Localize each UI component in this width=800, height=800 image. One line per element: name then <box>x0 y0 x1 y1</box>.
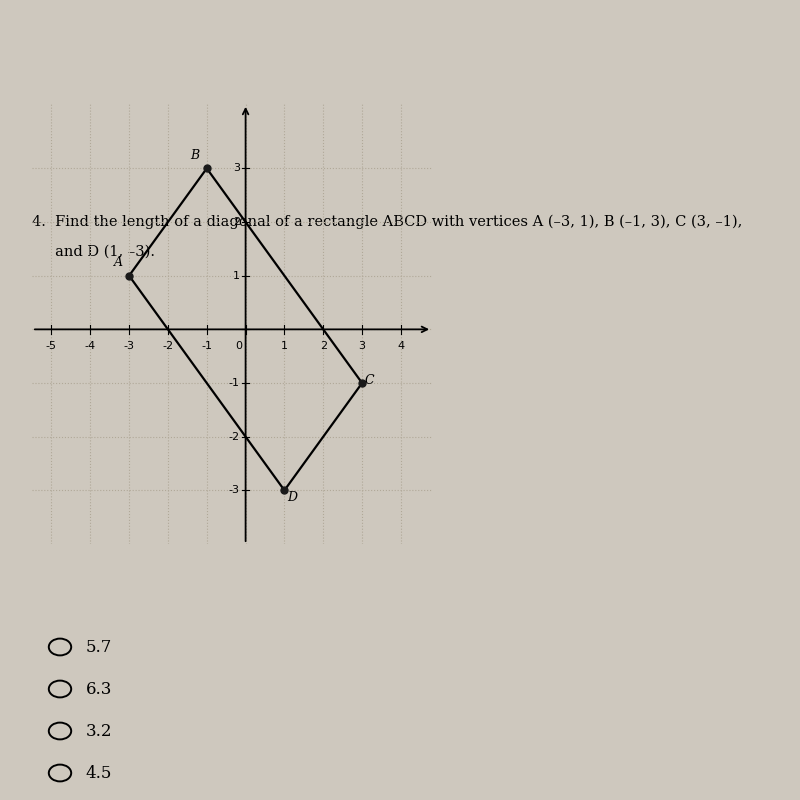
Text: 2: 2 <box>233 217 240 227</box>
Text: -3: -3 <box>123 341 134 351</box>
Text: D: D <box>287 490 297 504</box>
Text: 6.3: 6.3 <box>86 681 112 698</box>
Text: 5.7: 5.7 <box>86 638 112 655</box>
Text: 3: 3 <box>233 163 240 174</box>
Text: 4.5: 4.5 <box>86 765 112 782</box>
Text: -2: -2 <box>162 341 174 351</box>
Text: B: B <box>190 149 200 162</box>
Text: 2: 2 <box>320 341 327 351</box>
Text: -1: -1 <box>202 341 212 351</box>
Text: 1: 1 <box>281 341 288 351</box>
Text: -2: -2 <box>229 432 240 442</box>
Text: -1: -1 <box>229 378 240 388</box>
Text: and D (1, –3).: and D (1, –3). <box>32 245 155 259</box>
Text: 4: 4 <box>398 341 405 351</box>
Text: -4: -4 <box>85 341 96 351</box>
Text: -5: -5 <box>46 341 57 351</box>
Text: 3: 3 <box>358 341 366 351</box>
Text: 0: 0 <box>235 341 242 351</box>
Text: 3.2: 3.2 <box>86 722 112 739</box>
Text: -3: -3 <box>229 486 240 495</box>
Text: 4.  Find the length of a diagonal of a rectangle ABCD with vertices A (–3, 1), B: 4. Find the length of a diagonal of a re… <box>32 215 742 230</box>
Text: C: C <box>364 374 374 387</box>
Text: A: A <box>114 256 122 270</box>
Text: 1: 1 <box>233 270 240 281</box>
